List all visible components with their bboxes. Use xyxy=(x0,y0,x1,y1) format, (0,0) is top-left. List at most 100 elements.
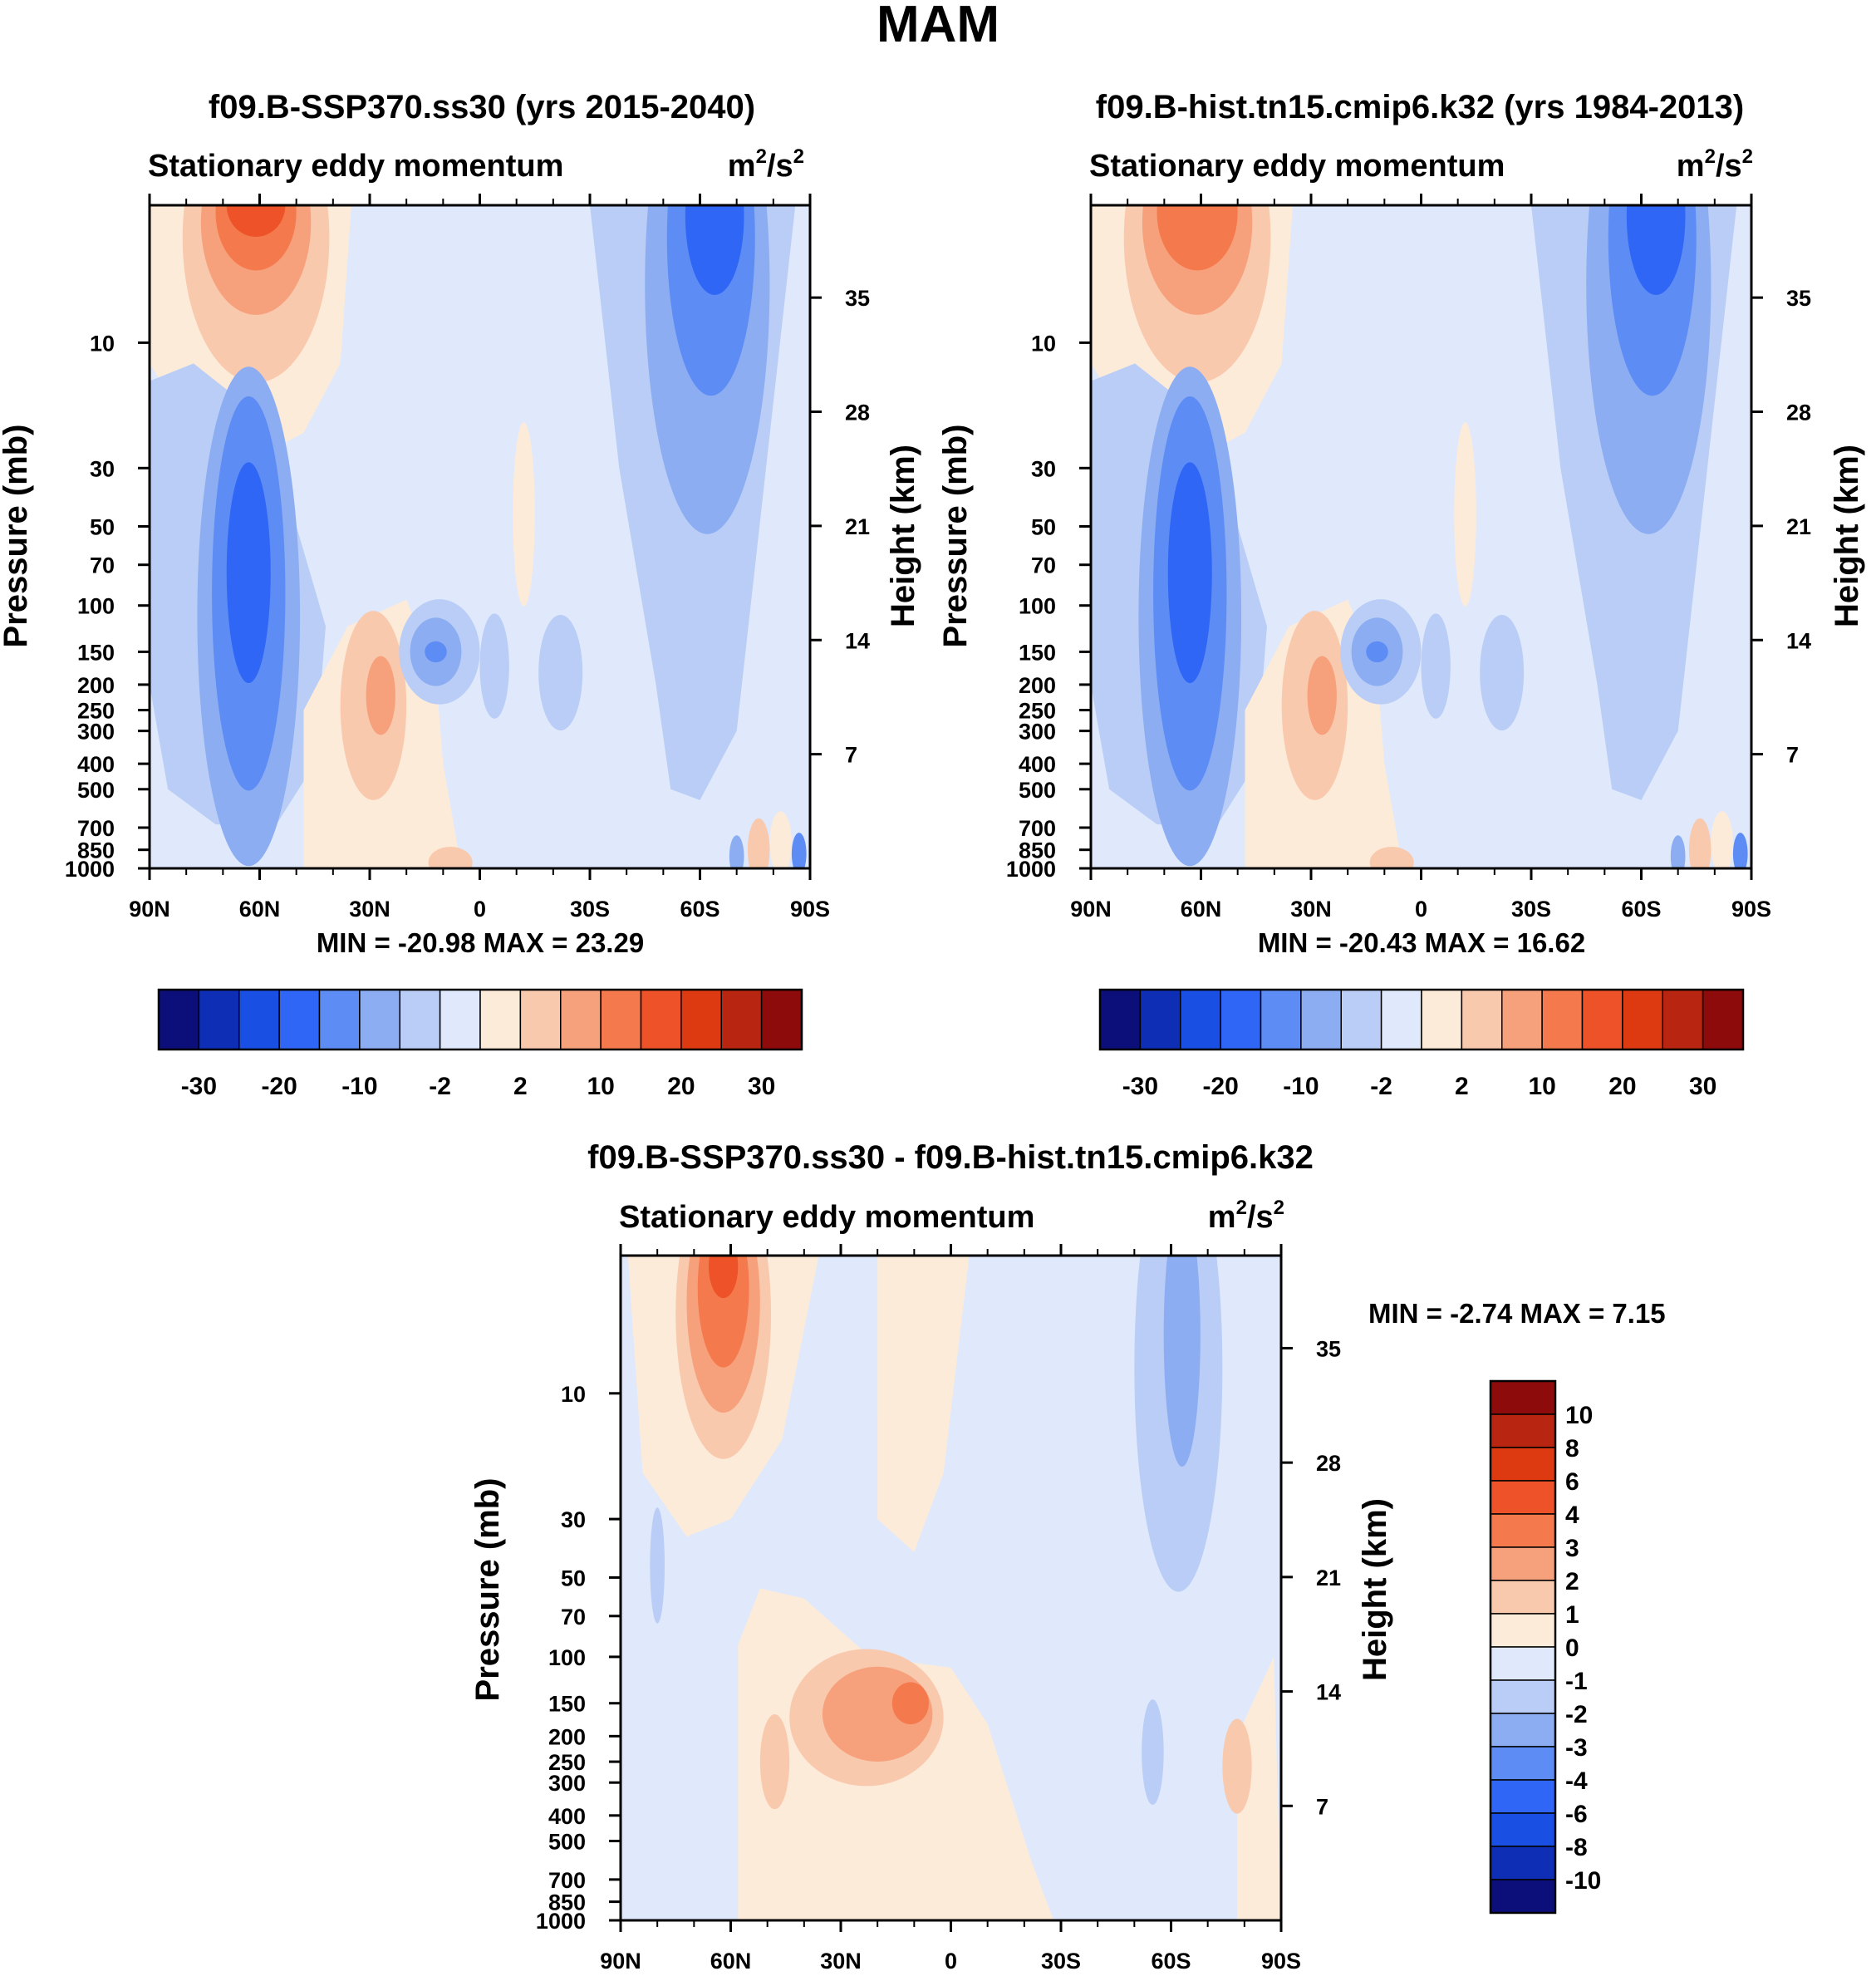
y2-tick-label: 7 xyxy=(1786,743,1799,768)
colorbar-box xyxy=(600,989,642,1050)
y-tick-label: 250 xyxy=(1019,699,1056,724)
negative-contour xyxy=(1421,613,1451,719)
y-tick-label: 850 xyxy=(1019,838,1056,863)
y-tick-label: 400 xyxy=(548,1804,586,1829)
positive-contour xyxy=(877,1256,970,1552)
units-label: m2/s2 xyxy=(728,145,804,184)
y2-tick-label: 21 xyxy=(1786,514,1811,539)
colorbar-box xyxy=(1490,1879,1556,1914)
min-max-stats: MIN = -20.43 MAX = 16.62 xyxy=(1258,927,1585,958)
colorbar-box xyxy=(399,989,441,1050)
colorbar-label: -2 xyxy=(1370,1073,1392,1100)
colorbar-box xyxy=(198,989,240,1050)
colorbar-label: -2 xyxy=(1565,1701,1588,1728)
panel-ssp370: f09.B-SSP370.ss30 (yrs 2015-2040) Statio… xyxy=(0,89,921,1100)
negative-contour xyxy=(1163,1256,1201,1467)
negative-contour xyxy=(650,1507,665,1624)
contour-plot: 90N 60N 30N 0 30S 60S 90S103050701001502002503… xyxy=(536,1244,1341,1974)
y-axis-label: Pressure (mb) xyxy=(469,1478,506,1702)
x-tick-label: 30N xyxy=(1290,897,1332,922)
y-tick-label: 700 xyxy=(1019,816,1056,841)
y-tick-label: 300 xyxy=(1019,720,1056,745)
colorbar-box xyxy=(1490,1679,1556,1714)
colorbar-label: -30 xyxy=(181,1073,217,1100)
positive-contour xyxy=(891,1682,929,1725)
y2-tick-label: 7 xyxy=(1316,1794,1328,1819)
x-tick-label: 60S xyxy=(1621,897,1661,922)
colorbar: -30 -20 -10 -2 2 10 20 30 xyxy=(1098,988,1745,1100)
negative-contour xyxy=(1167,462,1212,684)
y2-axis-label: Height (km) xyxy=(885,445,921,627)
colorbar-box xyxy=(1380,989,1422,1050)
colorbar-box xyxy=(359,989,400,1050)
y-tick-label: 700 xyxy=(77,816,115,841)
y-tick-label: 300 xyxy=(77,720,115,745)
y-tick-label: 70 xyxy=(561,1605,586,1630)
y-tick-label: 100 xyxy=(77,594,115,619)
y-tick-label: 10 xyxy=(1031,331,1056,356)
colorbar-label: -1 xyxy=(1565,1668,1588,1695)
y2-tick-label: 7 xyxy=(845,743,857,768)
positive-contour xyxy=(1454,422,1476,607)
colorbar-box xyxy=(1099,989,1142,1050)
positive-contour xyxy=(226,205,286,237)
colorbar-box xyxy=(1340,989,1382,1050)
colorbar-label: 10 xyxy=(1528,1073,1555,1100)
negative-contour xyxy=(538,614,583,731)
negative-contour xyxy=(425,641,447,663)
colorbar-box xyxy=(1490,1812,1556,1847)
colorbar-label: 2 xyxy=(513,1073,528,1100)
y2-tick-label: 35 xyxy=(1786,286,1811,311)
y-tick-label: 250 xyxy=(77,699,115,724)
colorbar-box xyxy=(1260,989,1302,1050)
colorbar-box xyxy=(720,989,763,1050)
x-tick-label: 30N xyxy=(820,1949,862,1974)
y-axis-label: Pressure (mb) xyxy=(937,425,974,648)
y2-tick-label: 35 xyxy=(1316,1336,1341,1361)
y-tick-label: 500 xyxy=(548,1830,586,1855)
colorbar-label: -8 xyxy=(1565,1834,1588,1861)
y2-tick-label: 35 xyxy=(845,286,870,311)
y-tick-label: 400 xyxy=(77,752,115,777)
panel-title: f09.B-SSP370.ss30 - f09.B-hist.tn15.cmip… xyxy=(587,1139,1314,1176)
colorbar-label: 30 xyxy=(1689,1073,1716,1100)
colorbar-box xyxy=(1541,989,1584,1050)
colorbar-box xyxy=(1501,989,1543,1050)
negative-contour xyxy=(729,835,744,868)
colorbar-box xyxy=(1490,1580,1556,1615)
y-tick-label: 30 xyxy=(90,456,115,481)
colorbar-box xyxy=(1581,989,1623,1050)
colorbar-label: -10 xyxy=(1283,1073,1319,1100)
x-tick-label: 90S xyxy=(790,897,830,922)
colorbar-box xyxy=(318,989,361,1050)
colorbar-box xyxy=(1220,989,1262,1050)
y-tick-label: 10 xyxy=(561,1382,586,1407)
y2-axis-label: Height (km) xyxy=(1357,1498,1393,1681)
y2-tick-label: 21 xyxy=(1316,1566,1341,1590)
colorbar-box xyxy=(439,989,481,1050)
colorbar-box xyxy=(1490,1413,1556,1448)
colorbar-label: 8 xyxy=(1565,1435,1579,1462)
x-tick-label: 90N xyxy=(600,1949,641,1974)
y-tick-label: 70 xyxy=(90,553,115,578)
x-tick-label: 30S xyxy=(1041,1949,1081,1974)
y2-axis-label: Height (km) xyxy=(1829,445,1865,627)
colorbar-label: -30 xyxy=(1122,1073,1158,1100)
y-tick-label: 850 xyxy=(77,838,115,863)
contour-field xyxy=(150,205,810,868)
colorbar-box xyxy=(560,989,602,1050)
colorbar-box xyxy=(1490,1447,1556,1482)
contour-field xyxy=(621,1256,1281,1920)
x-tick-label: 0 xyxy=(474,897,486,922)
colorbar-box xyxy=(1490,1846,1556,1880)
positive-contour xyxy=(513,422,535,607)
colorbar-label: 3 xyxy=(1565,1535,1579,1562)
y-tick-label: 100 xyxy=(548,1645,586,1670)
y2-tick-label: 14 xyxy=(1316,1680,1341,1705)
y2-tick-label: 28 xyxy=(1786,401,1811,425)
positive-contour xyxy=(1369,846,1414,868)
negative-contour xyxy=(1732,833,1748,868)
colorbar-box xyxy=(680,989,722,1050)
y-tick-label: 200 xyxy=(77,673,115,698)
colorbar-label: -4 xyxy=(1565,1767,1588,1795)
